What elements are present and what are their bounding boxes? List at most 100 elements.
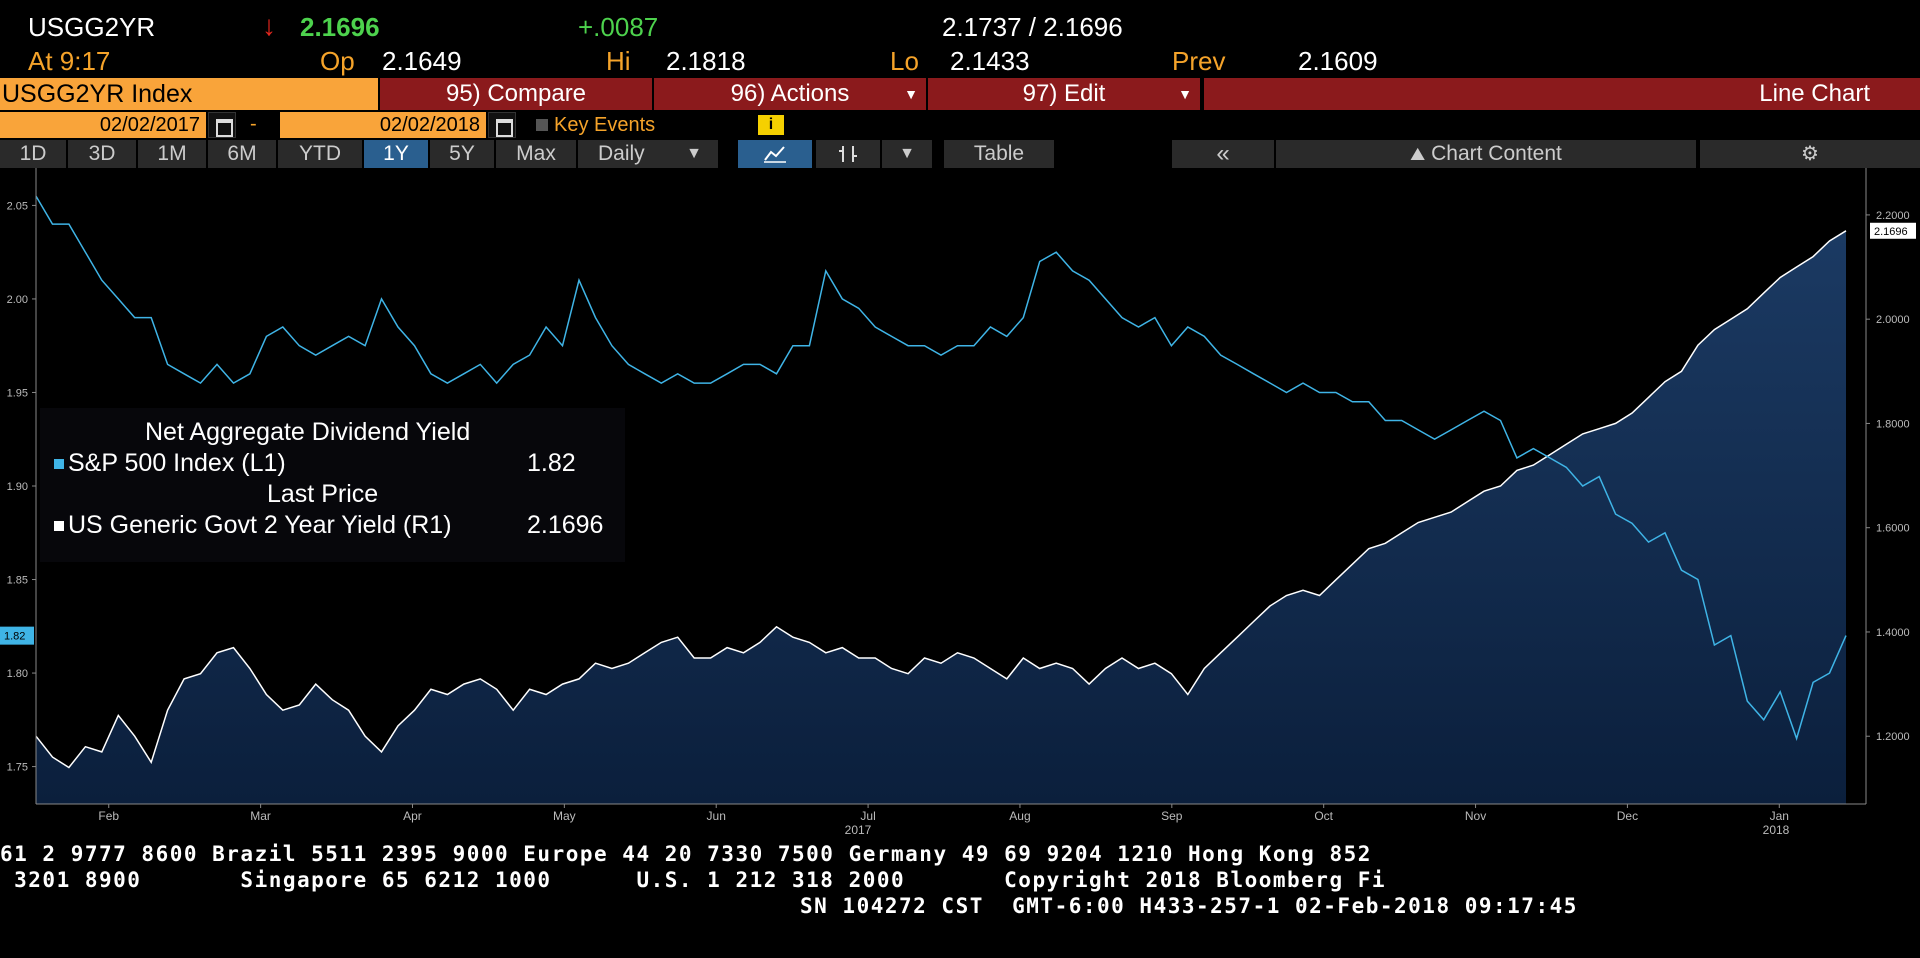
range-tab-3d[interactable]: 3D [68, 140, 136, 168]
menu-bar: USGG2YR Index 95) Compare 96) Actions ▼ … [0, 78, 1920, 110]
x-axis-tick-label: Mar [250, 809, 271, 823]
x-axis-tick-label: Aug [1009, 809, 1030, 823]
bid-ask: 2.1737 / 2.1696 [942, 12, 1123, 42]
range-tab-5y[interactable]: 5Y [430, 140, 494, 168]
left-current-value-label: 1.82 [4, 631, 25, 643]
legend-item-2yr[interactable]: US Generic Govt 2 Year Yield (R1) [54, 511, 452, 540]
range-tab-1m[interactable]: 1M [138, 140, 206, 168]
caret-down-icon: ▼ [686, 145, 702, 162]
left-axis-tick-label: 1.80 [7, 668, 28, 680]
ticker-symbol: USGG2YR [28, 12, 156, 42]
prev-label: Prev [1172, 46, 1226, 76]
footer-contact: 61 2 9777 8600 Brazil 5511 2395 9000 Eur… [0, 836, 1920, 958]
right-current-value-badge [1870, 222, 1916, 239]
chart-style-dropdown-icon[interactable]: ▼ [882, 140, 932, 168]
calendar-icon[interactable] [488, 112, 516, 138]
x-axis-tick-label: Sep [1161, 809, 1183, 823]
open-label: Op [320, 46, 355, 76]
date-range-row: 02/02/2017 - 02/02/2018 Key Events i [0, 111, 1920, 139]
info-icon[interactable]: i [758, 115, 784, 135]
calendar-icon[interactable] [208, 112, 236, 138]
gear-icon[interactable]: ⚙ [1700, 140, 1920, 168]
dividend-yield-series-line [35, 195, 1847, 741]
x-axis-tick-label: Oct [1314, 809, 1333, 823]
x-axis-tick-label: Apr [403, 809, 422, 823]
high-value: 2.1818 [666, 46, 746, 76]
chart-content-label: Chart Content [1431, 142, 1562, 165]
footer-line-3: SN 104272 CST GMT-6:00 H433-257-1 02-Feb… [800, 894, 1578, 918]
right-axis-tick-label: 1.8000 [1876, 418, 1910, 430]
frequency-dropdown[interactable]: Daily ▼ [578, 140, 718, 168]
edit-button[interactable]: 97) Edit ▼ [928, 78, 1200, 110]
left-axis-tick-label: 1.85 [7, 575, 28, 587]
left-axis-tick-label: 2.05 [7, 200, 28, 212]
frequency-label: Daily [598, 142, 645, 165]
line-chart-icon[interactable] [738, 140, 812, 168]
series-swatch [54, 521, 64, 532]
x-axis-tick-label: May [553, 809, 576, 823]
legend-item-sp500[interactable]: S&P 500 Index (L1) [54, 449, 286, 478]
chart-canvas: 2.05 2.00 1.95 1.90 1.85 1.80 1.75 2.2000 2.0000… [0, 168, 1916, 837]
table-button[interactable]: Table [944, 140, 1054, 168]
left-axis-tick-label: 2.00 [7, 294, 28, 306]
collapse-icon[interactable]: « [1172, 140, 1274, 168]
caret-down-icon: ▼ [1178, 86, 1192, 102]
legend-value-2: 2.1696 [527, 511, 604, 539]
security-field[interactable]: USGG2YR Index [0, 78, 378, 110]
legend-series-1: S&P 500 Index (L1) [68, 449, 286, 477]
left-axis-tick-label: 1.90 [7, 481, 28, 493]
legend-title-1: Net Aggregate Dividend Yield [145, 418, 471, 446]
toolbar: 1D 3D 1M 6M YTD 1Y 5Y Max Daily ▼ ▼ Tabl… [0, 140, 1920, 168]
key-events-label: Key Events [554, 114, 656, 136]
low-value: 2.1433 [950, 46, 1030, 76]
actions-label: 96) Actions [730, 80, 850, 107]
chart-content-icon: ⛰ [1410, 144, 1426, 164]
range-tab-6m[interactable]: 6M [208, 140, 276, 168]
x-axis-tick-label: Jul [860, 809, 875, 823]
range-tab-ytd[interactable]: YTD [278, 140, 362, 168]
yield-series-line [35, 230, 1847, 769]
actions-button[interactable]: 96) Actions ▼ [654, 78, 926, 110]
net-change: +.0087 [578, 12, 659, 42]
right-axis-tick-label: 1.2000 [1876, 731, 1910, 743]
low-label: Lo [890, 46, 919, 76]
left-axis-tick-label: 1.95 [7, 387, 28, 399]
compare-button[interactable]: 95) Compare [380, 78, 652, 110]
edit-label: 97) Edit [1022, 80, 1106, 107]
date-separator: - [250, 113, 257, 135]
chart-legend: Net Aggregate Dividend Yield S&P 500 Ind… [40, 408, 625, 562]
range-tab-1d[interactable]: 1D [0, 140, 66, 168]
line-chart[interactable]: 2.05 2.00 1.95 1.90 1.85 1.80 1.75 2.2000 2.0000… [0, 168, 1920, 837]
quote-header: USGG2YR ↓ 2.1696 +.0087 2.1737 / 2.1696 … [0, 0, 1920, 78]
high-label: Hi [606, 46, 631, 76]
x-axis-tick-label: Feb [98, 809, 119, 823]
bar-chart-icon[interactable] [816, 140, 880, 168]
last-price: 2.1696 [300, 12, 380, 42]
year-label: 2017 [845, 823, 872, 836]
end-date-input[interactable]: 02/02/2018 [280, 112, 486, 138]
x-axis-tick-label: Nov [1465, 809, 1486, 823]
right-current-value-label: 2.1696 [1874, 226, 1908, 238]
down-arrow-icon: ↓ [262, 10, 276, 41]
quote-time: At 9:17 [28, 46, 111, 76]
x-axis-tick-label: Jun [707, 809, 726, 823]
yield-area-fill [36, 230, 1846, 805]
chart-content-button[interactable]: ⛰ Chart Content [1276, 140, 1696, 168]
checkbox[interactable] [536, 119, 548, 131]
range-tab-1y[interactable]: 1Y [364, 140, 428, 168]
right-axis-tick-label: 1.4000 [1876, 627, 1910, 639]
x-axis-tick-label: Jan [1770, 809, 1789, 823]
year-label: 2018 [1763, 823, 1790, 836]
range-tab-max[interactable]: Max [496, 140, 576, 168]
footer-line-2: 3201 8900 Singapore 65 6212 1000 U.S. 1 … [0, 868, 1387, 892]
chart-type-button[interactable]: Line Chart [1204, 78, 1920, 110]
left-current-value-badge [0, 626, 34, 645]
legend-series-2: US Generic Govt 2 Year Yield (R1) [68, 511, 452, 539]
prev-value: 2.1609 [1298, 46, 1378, 76]
right-axis-tick-label: 2.0000 [1876, 314, 1910, 326]
start-date-input[interactable]: 02/02/2017 [0, 112, 206, 138]
right-axis-tick-label: 2.2000 [1876, 210, 1910, 222]
right-axis-tick-label: 1.6000 [1876, 523, 1910, 535]
x-axis-tick-label: Dec [1617, 809, 1638, 823]
left-axis-tick-label: 1.75 [7, 762, 28, 774]
